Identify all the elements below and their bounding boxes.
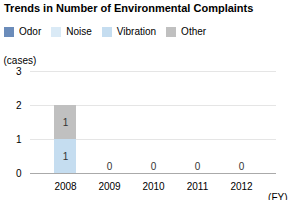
html-text:Trends in Number of Environmen: Trends in Number of Environmental Compla…: [4, 2, 254, 14]
svg-text:2012: 2012: [230, 181, 253, 192]
svg-text:(FY): (FY): [268, 192, 287, 200]
svg-text:2010: 2010: [142, 181, 165, 192]
svg-text:0: 0: [151, 161, 157, 172]
html-text:Vibration: Vibration: [116, 26, 157, 37]
svg-text:2: 2: [16, 100, 22, 111]
svg-text:2011: 2011: [187, 181, 209, 192]
svg-text:0: 0: [107, 161, 113, 172]
svg-text:2008: 2008: [54, 181, 77, 192]
svg-text:1: 1: [16, 134, 22, 145]
svg-text:2009: 2009: [98, 181, 121, 192]
svg-text:3: 3: [16, 66, 22, 77]
svg-text:0: 0: [195, 161, 201, 172]
svg-text:0: 0: [239, 161, 245, 172]
html-text:Other: Other: [181, 26, 207, 37]
html-text:Odor: Odor: [19, 26, 42, 37]
svg-text:(cases): (cases): [4, 55, 37, 66]
svg-text:1: 1: [63, 117, 69, 128]
svg-text:0: 0: [16, 168, 22, 179]
svg-text:1: 1: [63, 151, 69, 162]
html-text:Noise: Noise: [66, 26, 92, 37]
